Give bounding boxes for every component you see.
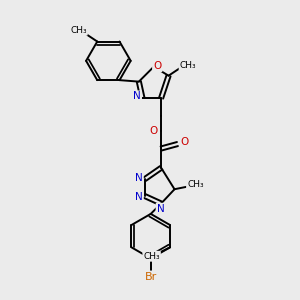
Text: N: N — [135, 172, 143, 183]
Text: CH₃: CH₃ — [180, 61, 196, 70]
Text: O: O — [153, 61, 161, 71]
Text: CH₃: CH₃ — [70, 26, 87, 35]
Text: O: O — [150, 126, 158, 136]
Text: CH₃: CH₃ — [143, 252, 160, 261]
Text: O: O — [180, 137, 188, 147]
Text: Br: Br — [145, 272, 157, 282]
Text: N: N — [133, 92, 141, 101]
Text: CH₃: CH₃ — [187, 180, 204, 189]
Text: N: N — [157, 204, 164, 214]
Text: N: N — [135, 192, 143, 202]
